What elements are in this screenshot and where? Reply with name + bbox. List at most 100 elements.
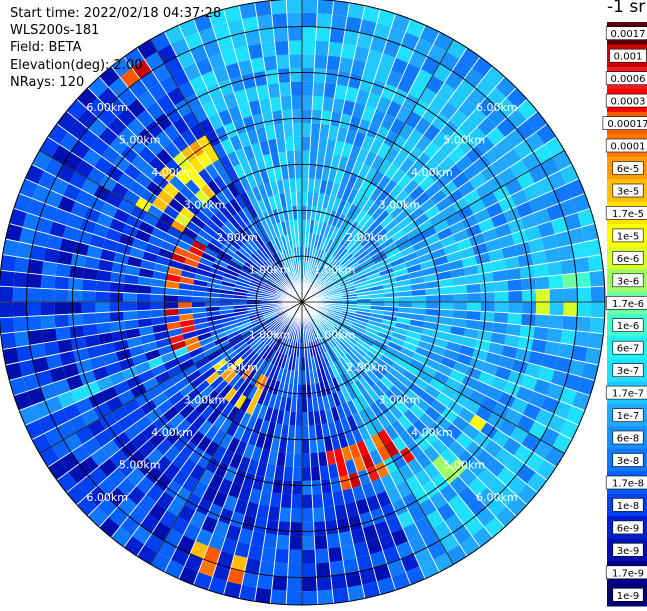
- radar-cell: [267, 82, 281, 98]
- radar-cell: [351, 160, 364, 177]
- colorbar-tick-box: [605, 71, 647, 85]
- radar-cell: [276, 222, 285, 237]
- radar-cell: [256, 14, 274, 30]
- radar-cell: [109, 281, 124, 293]
- radar-cell: [241, 382, 254, 398]
- radar-cell: [302, 164, 310, 179]
- radar-cell: [140, 399, 158, 416]
- radar-cell: [353, 541, 370, 558]
- radar-cell: [310, 327, 317, 342]
- radar-cell: [351, 427, 364, 444]
- radar-cell: [265, 69, 279, 85]
- radar-cell: [268, 364, 278, 380]
- radar-cell: [316, 235, 324, 250]
- radar-cell: [142, 377, 159, 392]
- radar-cell: [458, 98, 478, 118]
- radar-cell: [391, 13, 411, 32]
- radar-cell: [81, 302, 96, 314]
- radar-cell: [463, 398, 481, 415]
- radar-cell: [218, 79, 234, 97]
- radar-cell: [195, 57, 214, 76]
- radar-cell: [334, 84, 348, 100]
- radar-cell: [559, 198, 578, 217]
- radar-cell: [112, 154, 131, 173]
- radar-cell: [395, 44, 415, 63]
- radar-cell: [279, 325, 289, 338]
- radar-cell: [62, 225, 80, 242]
- radar-cell: [269, 255, 280, 269]
- radar-cell: [152, 414, 169, 432]
- radar-cell: [326, 283, 340, 291]
- radar-cell: [170, 37, 190, 57]
- radar-cell: [308, 425, 317, 440]
- radar-cell: [342, 488, 356, 505]
- radar-cell: [186, 369, 202, 383]
- radar-cell: [249, 218, 261, 233]
- radar-cell: [455, 154, 474, 172]
- ray-line: [136, 301, 303, 557]
- radar-cell: [249, 314, 264, 322]
- radar-cell: [385, 70, 403, 89]
- radar-cell: [206, 179, 222, 195]
- radar-cell: [462, 163, 481, 181]
- radar-cell: [395, 541, 415, 560]
- ray-line: [301, 56, 481, 303]
- radar-cell: [506, 267, 522, 281]
- ray-line: [18, 192, 303, 303]
- radar-cell: [272, 254, 282, 268]
- radar-cell: [84, 334, 100, 348]
- radar-cell: [417, 252, 433, 264]
- radar-cell: [184, 553, 204, 573]
- radar-cell: [356, 554, 374, 572]
- radar-cell: [326, 224, 336, 240]
- radar-cell: [264, 226, 274, 241]
- radar-cell: [220, 449, 235, 466]
- radar-cell: [183, 62, 202, 82]
- radar-cell: [414, 37, 434, 57]
- radar-cell: [438, 431, 456, 449]
- radar-cell: [358, 163, 371, 180]
- radar-cell: [377, 413, 392, 430]
- radar-cell: [310, 355, 317, 371]
- radar-cell: [168, 175, 186, 192]
- radar-cell: [407, 457, 424, 476]
- radar-cell: [393, 326, 409, 337]
- radar-cell: [171, 252, 187, 264]
- radar-cell: [235, 316, 250, 324]
- radar-cell: [170, 219, 187, 234]
- radar-cell: [544, 340, 561, 357]
- radar-cell: [35, 369, 54, 388]
- radar-cell: [226, 405, 241, 422]
- radar-cell: [373, 362, 388, 376]
- radar-cell: [436, 226, 453, 241]
- radar-cell: [451, 276, 467, 287]
- radar-cell: [457, 136, 476, 155]
- radar-cell: [406, 263, 422, 274]
- radar-cell: [449, 128, 468, 147]
- radar-cell: [179, 358, 195, 371]
- radar-cell: [26, 302, 41, 317]
- ray-line: [207, 13, 303, 303]
- radar-cell: [384, 389, 400, 405]
- radar-cell: [2, 347, 20, 365]
- radar-cell: [528, 420, 548, 440]
- radar-cell: [227, 568, 245, 585]
- ray-line: [301, 301, 605, 319]
- radar-cell: [216, 362, 231, 376]
- radar-cell: [263, 182, 274, 198]
- radar-cell: [354, 209, 367, 224]
- radar-cell: [319, 207, 327, 223]
- radar-cell: [323, 208, 332, 224]
- radar-cell: [409, 358, 425, 371]
- radar-cell: [130, 432, 149, 450]
- radar-cell: [288, 40, 302, 55]
- radar-cell: [354, 227, 367, 241]
- ray-line: [238, 5, 303, 303]
- radar-cell: [256, 574, 274, 590]
- radar-cell: [327, 287, 342, 294]
- radar-cell: [387, 366, 403, 381]
- radar-cell: [29, 244, 47, 262]
- radar-cell: [199, 204, 215, 220]
- radar-cell: [0, 317, 15, 334]
- radar-cell: [453, 293, 468, 302]
